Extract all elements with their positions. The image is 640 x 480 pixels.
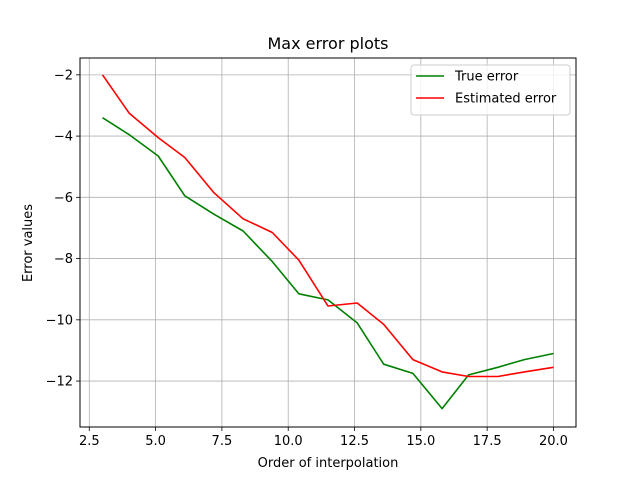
- series-lines: [101, 74, 554, 410]
- y-axis-ticks: −12 −10 −8 −6 −4 −2: [46, 68, 80, 390]
- y-tick-label: −6: [54, 191, 73, 206]
- legend: True error Estimated error: [410, 64, 571, 116]
- series-line-estimated-error: [101, 74, 554, 378]
- x-tick-label: 20.0: [539, 434, 568, 449]
- series-line-true-error: [102, 117, 554, 410]
- x-tick-label: 12.5: [340, 434, 369, 449]
- legend-box: [410, 64, 571, 116]
- y-tick-label: −4: [54, 130, 73, 145]
- y-axis-label: Error values: [21, 204, 36, 282]
- y-tick-label: −10: [46, 313, 73, 328]
- x-tick-label: 15.0: [406, 434, 435, 449]
- x-axis-label: Order of interpolation: [258, 456, 399, 471]
- y-tick-label: −2: [54, 68, 73, 83]
- chart-title: Max error plots: [268, 34, 389, 53]
- legend-label: True error: [454, 70, 519, 85]
- x-axis-ticks: 2.5 5.0 7.5 10.0 12.5 15.0 17.5 20.0: [79, 427, 568, 449]
- legend-label: Estimated error: [455, 92, 557, 107]
- y-tick-label: −12: [46, 375, 73, 390]
- x-tick-label: 5.0: [145, 434, 166, 449]
- x-tick-label: 2.5: [79, 434, 100, 449]
- y-tick-label: −8: [54, 252, 73, 267]
- x-tick-label: 17.5: [473, 434, 502, 449]
- x-tick-label: 7.5: [212, 434, 233, 449]
- x-tick-label: 10.0: [274, 434, 303, 449]
- plot-area-frame: [79, 57, 577, 428]
- grid-lines: [80, 58, 576, 427]
